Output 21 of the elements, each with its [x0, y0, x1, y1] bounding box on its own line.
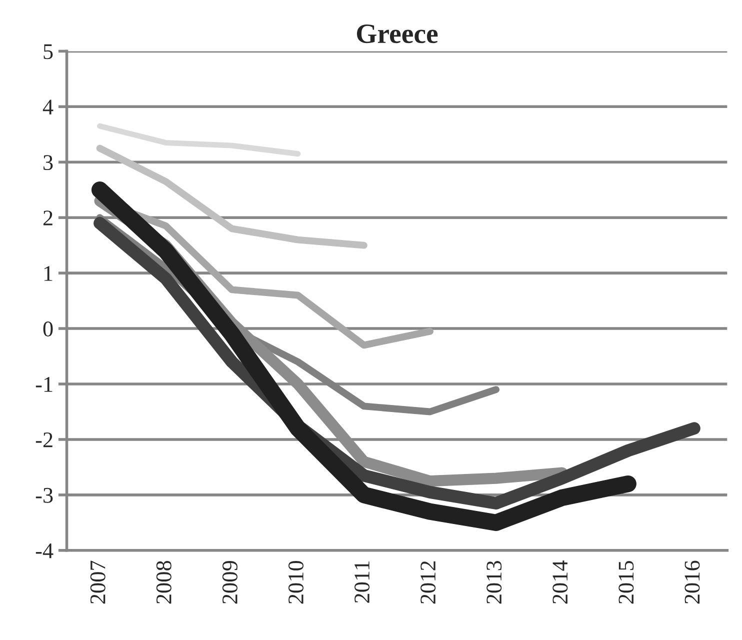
y-tick-label: 5 [44, 44, 53, 60]
y-tick-label: 4 [42, 100, 54, 114]
x-tick-label: 2013 [486, 560, 502, 604]
x-tick-label: 2015 [618, 560, 634, 604]
x-tick-label: 2010 [288, 560, 304, 604]
x-tick-label: 2014 [552, 560, 568, 604]
y-tick-label: 3 [44, 155, 53, 170]
x-tick-label: 2008 [156, 560, 172, 604]
y-tick-label: -1 [36, 377, 52, 392]
x-tick-label: 2012 [420, 561, 436, 604]
x-tick-label: 2009 [222, 561, 238, 604]
y-tick-label: -3 [36, 488, 53, 503]
y-tick-label: 1 [44, 266, 52, 281]
y-tick-label: 2 [43, 210, 52, 226]
x-tick-label: 2011 [354, 561, 370, 603]
y-tick-label: -2 [36, 432, 52, 448]
chart-title: Greece [356, 24, 438, 44]
y-tick-label: 0 [43, 321, 53, 336]
x-tick-label: 2007 [90, 560, 106, 604]
y-tick-label: -4 [36, 543, 54, 558]
x-tick-label: 2016 [684, 560, 700, 604]
